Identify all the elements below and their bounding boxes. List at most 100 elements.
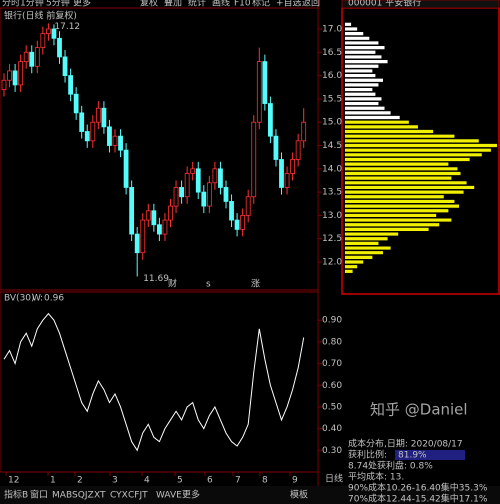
cost-info: 70%成本12.44-15.42集中17.1% — [348, 493, 488, 504]
event-marker[interactable]: 财 — [168, 278, 177, 290]
candle-body — [7, 70, 12, 81]
toolbar-button[interactable]: 标记 — [252, 0, 270, 9]
x-tick-label: 1 — [50, 476, 56, 486]
candle-body — [23, 51, 29, 63]
toolbar-button[interactable]: 返回 — [302, 0, 320, 9]
x-tick-label: 5 — [177, 476, 183, 486]
candle-body — [223, 187, 229, 202]
tab-button[interactable]: 更多 — [182, 489, 200, 501]
y-tick-label: 0.50 — [322, 402, 342, 412]
tab-button[interactable]: BSQJZ — [66, 491, 94, 501]
y-tick-label: 0.90 — [322, 316, 342, 326]
y-tick-label: 0.60 — [322, 381, 342, 391]
candle-body — [284, 173, 290, 188]
candle-body — [234, 219, 240, 230]
bottom-toolbar — [0, 486, 500, 504]
candle-body — [40, 33, 46, 49]
tab-button[interactable]: MA — [52, 491, 67, 501]
candle-body — [95, 107, 101, 123]
y-tick-label: 13.0 — [322, 211, 342, 221]
candle-body — [262, 61, 268, 104]
candle-body — [57, 37, 62, 58]
stock-header: 000001 平安银行 — [348, 0, 421, 9]
toolbar-button[interactable]: 分时 — [2, 0, 20, 9]
y-tick-label: 0.30 — [322, 446, 342, 456]
toolbar-button[interactable]: 画线 — [212, 0, 230, 9]
y-tick-label: 0.40 — [322, 424, 342, 434]
candle-body — [201, 191, 207, 207]
tab-button[interactable]: WAVE — [156, 491, 182, 501]
y-tick-label: 16.5 — [322, 48, 342, 58]
candle-body — [134, 233, 140, 254]
x-tick-label: 7 — [235, 476, 241, 486]
candle-body — [73, 93, 79, 114]
legend-value: 0.96 — [44, 294, 64, 304]
candle-body — [118, 135, 123, 151]
y-tick-label: 0.80 — [322, 337, 342, 347]
legend-label: W — [32, 294, 41, 304]
y-tick-label: 15.0 — [322, 118, 342, 128]
tab-button[interactable]: CYX — [110, 491, 128, 501]
toolbar-button[interactable]: 叠加 — [164, 0, 182, 9]
x-tick-label: 9 — [292, 476, 298, 486]
candle-body — [90, 121, 96, 142]
tab-button[interactable]: 指标B — [4, 489, 28, 501]
candle-body — [112, 135, 118, 146]
x-tick-label: 6 — [207, 476, 213, 486]
candle-body — [168, 205, 173, 221]
candle-body — [162, 219, 168, 235]
candle-body — [195, 168, 201, 193]
high-label: 17.12 — [54, 22, 80, 32]
tab-button[interactable]: 模板 — [290, 489, 308, 501]
toolbar-button[interactable]: 更多 — [73, 0, 91, 9]
toolbar-button[interactable]: 5分钟 — [46, 0, 70, 9]
candle-body — [295, 140, 301, 160]
low-label: 11.69 — [143, 274, 169, 284]
candle-body — [151, 210, 157, 226]
toolbar-button[interactable]: F10 — [234, 0, 251, 9]
y-tick-label: 15.5 — [322, 94, 342, 104]
tab-button[interactable]: XT — [94, 491, 106, 501]
candle-body — [107, 126, 112, 146]
toolbar-button[interactable]: 复权 — [140, 0, 158, 9]
candle-body — [256, 61, 262, 123]
y-tick-label: 16.0 — [322, 71, 342, 81]
candle-body — [1, 79, 7, 90]
candle-body — [46, 28, 51, 35]
candle-body — [123, 149, 129, 188]
y-tick-label: 14.5 — [322, 141, 342, 151]
candle-body — [240, 215, 246, 230]
candle-body — [212, 168, 218, 184]
tab-button[interactable]: CFJT — [128, 491, 148, 501]
candle-body — [145, 210, 151, 221]
cost-info: 81.9% — [398, 451, 427, 461]
toolbar-button[interactable]: 1分钟 — [20, 0, 44, 9]
tab-button[interactable]: 窗口 — [30, 489, 48, 501]
legend-colon: : — [40, 294, 43, 304]
candle-body — [129, 187, 135, 235]
candle-body — [267, 103, 273, 137]
candle-body — [12, 70, 18, 86]
cost-info: 成本分布,日期: 2020/08/17 — [348, 438, 463, 450]
x-tick-label: 3 — [112, 476, 118, 486]
cost-info: 平均成本: 13. — [348, 471, 404, 483]
y-tick-label: 14.0 — [322, 164, 342, 174]
event-marker[interactable]: 涨 — [251, 279, 260, 290]
cost-info: 90%成本10.26-16.40集中35.3% — [348, 482, 488, 494]
candle-body — [101, 107, 107, 128]
toolbar-button[interactable]: 统计 — [188, 0, 206, 9]
watermark: 知乎 @Daniel — [370, 401, 468, 419]
candle-body — [206, 182, 212, 207]
candle-body — [29, 51, 35, 67]
x-tick-label: 8 — [262, 476, 268, 486]
cost-info: 8.74处获利盘: 0.8% — [348, 460, 433, 472]
period: 日线 — [325, 473, 343, 485]
event-marker[interactable]: s — [206, 280, 211, 290]
x-tick-label: 2 — [77, 476, 83, 486]
candle-body — [79, 112, 85, 132]
toolbar-button[interactable]: +自选 — [276, 0, 302, 9]
chart-title: 银行(日线 前复权) — [4, 10, 77, 22]
candle-body — [179, 187, 185, 198]
candle-body — [173, 187, 179, 207]
